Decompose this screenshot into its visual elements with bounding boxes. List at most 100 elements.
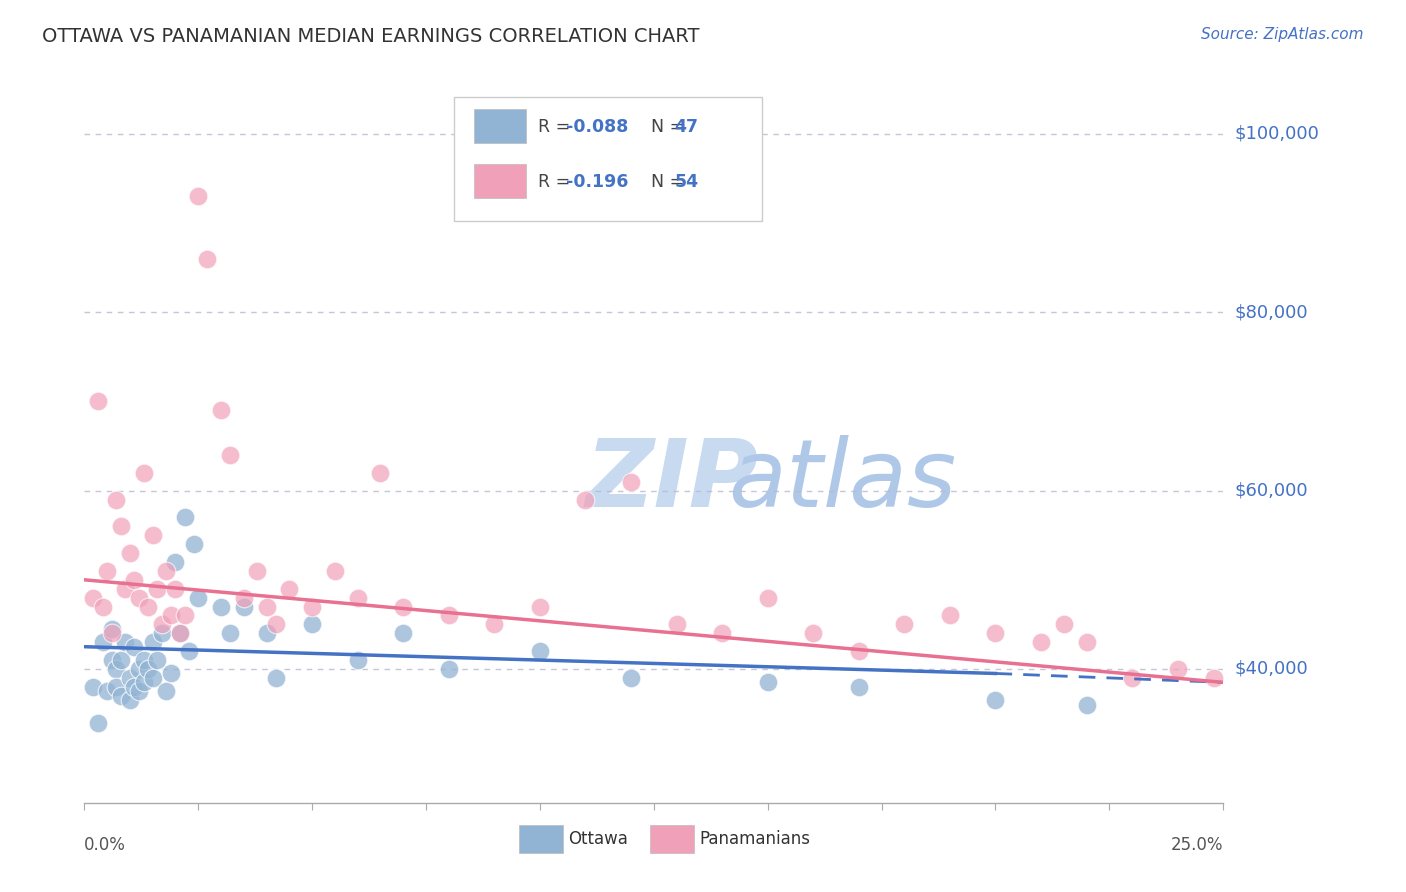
Text: -0.196: -0.196 [567, 173, 628, 191]
Point [169, 626, 191, 640]
Point [756, 675, 779, 690]
FancyBboxPatch shape [651, 825, 693, 853]
Point [118, 546, 141, 560]
Text: 47: 47 [675, 118, 699, 136]
Text: $80,000: $80,000 [1234, 303, 1308, 321]
Point [301, 599, 323, 614]
Point [96, 684, 118, 698]
Point [132, 675, 155, 690]
Point [392, 626, 415, 640]
Point [110, 689, 132, 703]
Point [1076, 635, 1098, 649]
Point [110, 519, 132, 533]
Point [82, 680, 104, 694]
Point [165, 582, 187, 596]
Point [142, 528, 165, 542]
Point [984, 693, 1007, 707]
Point [100, 626, 122, 640]
Point [105, 662, 128, 676]
Text: N =: N = [640, 118, 690, 136]
Point [100, 622, 122, 636]
Point [529, 599, 551, 614]
Point [136, 662, 159, 676]
Point [87, 715, 110, 730]
Point [179, 644, 201, 658]
Point [256, 626, 278, 640]
Text: $40,000: $40,000 [1234, 660, 1308, 678]
Point [232, 599, 254, 614]
Text: Panamanians: Panamanians [699, 830, 810, 847]
Point [142, 671, 165, 685]
FancyBboxPatch shape [474, 110, 526, 143]
Point [264, 617, 287, 632]
Point [1204, 671, 1226, 685]
Point [155, 684, 177, 698]
Point [146, 653, 169, 667]
Text: -0.088: -0.088 [567, 118, 628, 136]
Point [370, 466, 392, 480]
Point [848, 644, 870, 658]
Point [437, 662, 460, 676]
Text: R =: R = [537, 118, 575, 136]
Point [323, 564, 346, 578]
Point [105, 492, 128, 507]
Point [128, 591, 150, 605]
Text: 54: 54 [675, 173, 699, 191]
Text: R =: R = [537, 173, 581, 191]
Point [437, 608, 460, 623]
Point [219, 626, 242, 640]
Point [346, 653, 368, 667]
Point [256, 599, 278, 614]
Point [1076, 698, 1098, 712]
Point [150, 617, 173, 632]
Point [1053, 617, 1076, 632]
Text: atlas: atlas [728, 435, 956, 526]
Point [150, 626, 173, 640]
Point [96, 564, 118, 578]
Point [278, 582, 301, 596]
Point [574, 492, 596, 507]
Text: 25.0%: 25.0% [1171, 836, 1223, 854]
Point [187, 591, 209, 605]
Text: 0.0%: 0.0% [84, 836, 127, 854]
Point [105, 680, 128, 694]
Point [756, 591, 779, 605]
Point [232, 591, 254, 605]
FancyBboxPatch shape [454, 97, 762, 221]
Point [801, 626, 824, 640]
FancyBboxPatch shape [474, 164, 526, 198]
Point [1029, 635, 1052, 649]
Point [484, 617, 506, 632]
Point [132, 466, 155, 480]
Text: ZIP: ZIP [585, 435, 758, 527]
Point [893, 617, 915, 632]
Point [160, 666, 183, 681]
Point [87, 394, 110, 409]
Point [118, 693, 141, 707]
Point [209, 599, 232, 614]
Point [665, 617, 688, 632]
Point [146, 582, 169, 596]
Point [1167, 662, 1189, 676]
Point [187, 189, 209, 203]
Point [346, 591, 368, 605]
Point [529, 644, 551, 658]
Point [128, 662, 150, 676]
Point [711, 626, 734, 640]
Point [1121, 671, 1143, 685]
Text: Ottawa: Ottawa [568, 830, 628, 847]
Point [155, 564, 177, 578]
Point [984, 626, 1007, 640]
Point [118, 671, 141, 685]
Point [848, 680, 870, 694]
Point [939, 608, 962, 623]
Text: $60,000: $60,000 [1234, 482, 1308, 500]
Point [142, 635, 165, 649]
Point [209, 403, 232, 417]
Point [620, 671, 643, 685]
Point [219, 448, 242, 462]
Point [301, 617, 323, 632]
Text: N =: N = [640, 173, 690, 191]
Point [91, 635, 114, 649]
Point [124, 680, 146, 694]
